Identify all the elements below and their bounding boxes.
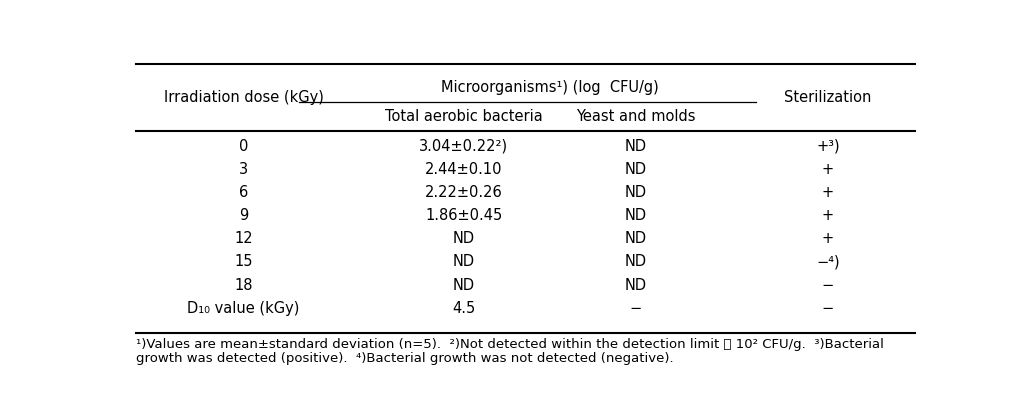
Text: 2.44±0.10: 2.44±0.10 <box>425 162 503 177</box>
Text: 1.86±0.45: 1.86±0.45 <box>425 208 503 223</box>
Text: +: + <box>822 162 834 177</box>
Text: ND: ND <box>625 254 646 269</box>
Text: 4.5: 4.5 <box>452 301 475 316</box>
Text: −: − <box>629 301 641 316</box>
Text: Sterilization: Sterilization <box>784 90 872 105</box>
Text: ND: ND <box>625 278 646 293</box>
Text: 2.22±0.26: 2.22±0.26 <box>425 185 503 200</box>
Text: ¹)Values are mean±standard deviation (n=5).  ²)Not detected within the detection: ¹)Values are mean±standard deviation (n=… <box>136 338 884 351</box>
Text: +: + <box>822 208 834 223</box>
Text: +³): +³) <box>816 139 840 154</box>
Text: ND: ND <box>625 231 646 246</box>
Text: 3: 3 <box>239 162 248 177</box>
Text: ND: ND <box>625 208 646 223</box>
Text: ND: ND <box>452 278 475 293</box>
Text: ND: ND <box>452 254 475 269</box>
Text: −: − <box>822 301 834 316</box>
Text: 0: 0 <box>239 139 248 154</box>
Text: ND: ND <box>625 162 646 177</box>
Text: Total aerobic bacteria: Total aerobic bacteria <box>385 109 543 124</box>
Text: growth was detected (positive).  ⁴)Bacterial growth was not detected (negative).: growth was detected (positive). ⁴)Bacter… <box>136 352 674 365</box>
Text: 15: 15 <box>234 254 252 269</box>
Text: ND: ND <box>625 139 646 154</box>
Text: Microorganisms¹) (log  CFU/g): Microorganisms¹) (log CFU/g) <box>441 80 659 95</box>
Text: +: + <box>822 185 834 200</box>
Text: D₁₀ value (kGy): D₁₀ value (kGy) <box>188 301 300 316</box>
Text: ND: ND <box>625 185 646 200</box>
Text: −⁴): −⁴) <box>816 254 840 269</box>
Text: 3.04±0.22²): 3.04±0.22²) <box>420 139 508 154</box>
Text: Irradiation dose (kGy): Irradiation dose (kGy) <box>163 90 323 105</box>
Text: 6: 6 <box>239 185 248 200</box>
Text: 9: 9 <box>239 208 248 223</box>
Text: Yeast and molds: Yeast and molds <box>576 109 696 124</box>
Text: 12: 12 <box>234 231 252 246</box>
Text: +: + <box>822 231 834 246</box>
Text: ND: ND <box>452 231 475 246</box>
Text: −: − <box>822 278 834 293</box>
Text: 18: 18 <box>234 278 252 293</box>
